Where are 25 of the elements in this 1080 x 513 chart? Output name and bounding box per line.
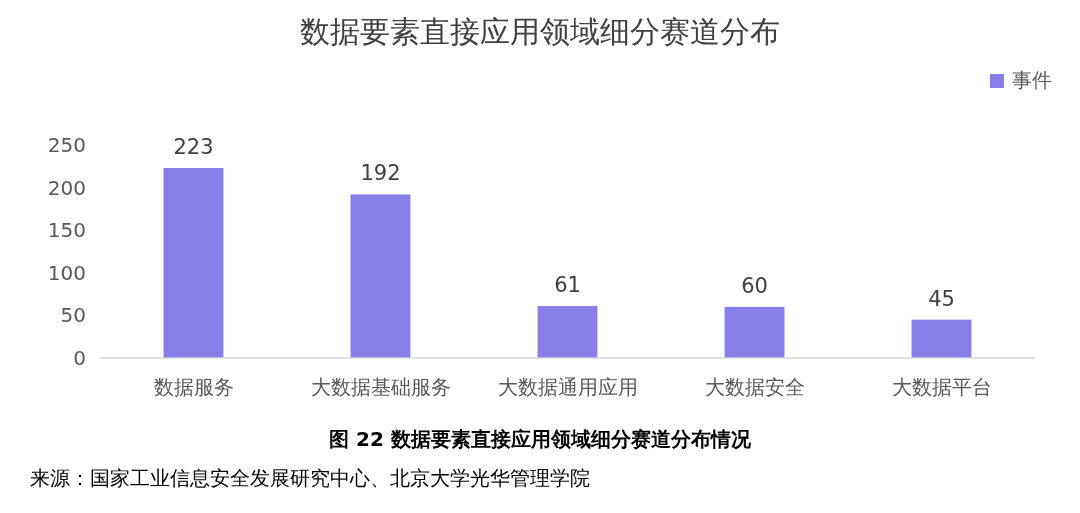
y-tick-label: 200	[47, 175, 86, 200]
legend-label: 事件	[1012, 68, 1052, 92]
data-label: 192	[360, 161, 401, 186]
source-note: 来源：国家工业信息安全发展研究中心、北京大学光华管理学院	[30, 466, 590, 490]
bar	[163, 168, 224, 358]
bar	[724, 306, 785, 358]
caption: 图 22 数据要素直接应用领域细分赛道分布情况	[329, 427, 752, 451]
data-label: 223	[173, 135, 214, 159]
y-tick-label: 0	[73, 346, 86, 370]
data-label: 61	[554, 273, 581, 298]
y-tick-label: 250	[47, 133, 86, 157]
x-tick-label: 大数据基础服务	[310, 375, 451, 399]
x-tick-label: 大数据平台	[891, 375, 992, 399]
bar	[537, 306, 598, 358]
x-tick-label: 数据服务	[153, 375, 234, 399]
y-tick-label: 50	[60, 303, 86, 328]
x-tick-label: 大数据安全	[704, 375, 805, 399]
data-label: 60	[741, 273, 768, 298]
bar	[911, 319, 972, 358]
x-tick-label: 大数据通用应用	[497, 375, 638, 399]
y-tick-label: 150	[47, 218, 86, 243]
y-tick-label: 100	[47, 260, 86, 285]
chart-title: 数据要素直接应用领域细分赛道分布	[300, 14, 780, 49]
data-label: 45	[928, 286, 955, 311]
bar	[350, 194, 411, 358]
